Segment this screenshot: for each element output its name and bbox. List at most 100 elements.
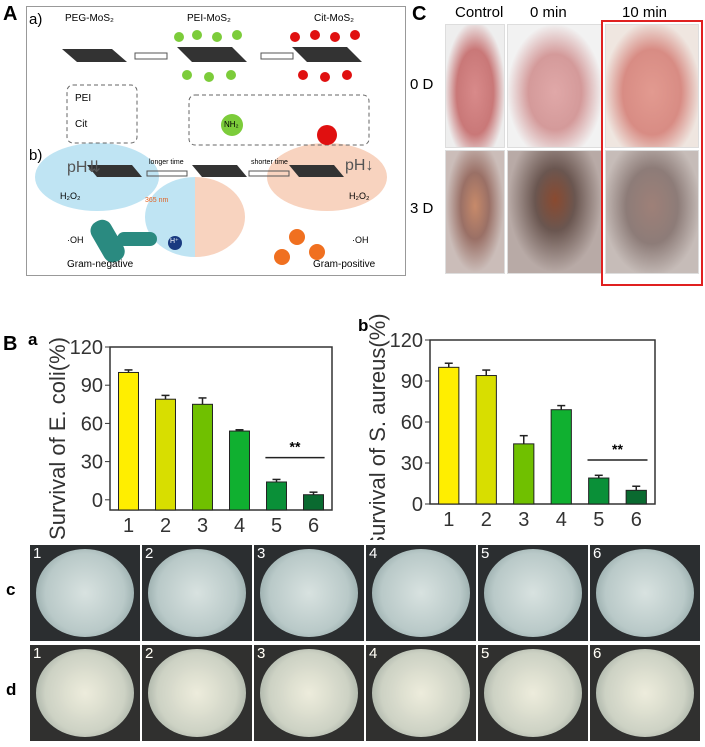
label-gram-negative: Gram-negative bbox=[67, 259, 134, 270]
bar bbox=[513, 443, 535, 505]
plot-frame bbox=[109, 346, 333, 511]
bar bbox=[155, 398, 176, 511]
y-tick-label: 120 bbox=[70, 337, 103, 359]
agar-plate: 3 bbox=[254, 645, 364, 741]
plate-number: 4 bbox=[369, 645, 378, 662]
petri-dish bbox=[596, 649, 694, 737]
y-tick-label: 30 bbox=[81, 452, 103, 474]
bar bbox=[192, 403, 213, 511]
panel-label-A: A bbox=[3, 3, 18, 25]
agar-plate: 1 bbox=[30, 645, 140, 741]
bar bbox=[229, 430, 250, 511]
x-tick-label: 5 bbox=[271, 515, 282, 537]
y-tick-label: 90 bbox=[401, 371, 423, 393]
x-tick-label: 1 bbox=[123, 515, 134, 537]
label-ph-right: pH↓ bbox=[345, 157, 374, 174]
label-h2o2-right: H₂O₂ bbox=[349, 191, 370, 201]
x-tick-label: 3 bbox=[197, 515, 208, 537]
y-tick-label: 90 bbox=[81, 375, 103, 397]
wound-photo-control-0d bbox=[445, 24, 505, 148]
x-tick-label: 2 bbox=[481, 509, 492, 531]
panel-label-a: a bbox=[28, 330, 38, 349]
petri-dish bbox=[148, 549, 246, 637]
sub-label-a: a) bbox=[29, 11, 43, 28]
plate-number: 5 bbox=[481, 545, 490, 562]
x-tick-label: 2 bbox=[160, 515, 171, 537]
label-oh-right: ·OH bbox=[352, 235, 369, 245]
x-tick-label: 3 bbox=[518, 509, 529, 531]
label-shorter-time: shorter time bbox=[251, 159, 288, 166]
col-header-control: Control bbox=[455, 4, 504, 21]
agar-plate: 1 bbox=[30, 545, 140, 641]
petri-dish bbox=[36, 649, 134, 737]
label-oh-left: ·OH bbox=[67, 235, 84, 245]
petri-dish bbox=[596, 549, 694, 637]
x-tick-label: 4 bbox=[234, 515, 245, 537]
plate-number: 3 bbox=[257, 645, 266, 662]
petri-dish bbox=[372, 549, 470, 637]
petri-dish bbox=[148, 649, 246, 737]
col-header-0min: 0 min bbox=[530, 4, 567, 21]
x-tick-label: 5 bbox=[593, 509, 604, 531]
bar bbox=[550, 409, 572, 505]
petri-dish bbox=[484, 649, 582, 737]
wound-photo-0min-3d bbox=[507, 150, 603, 274]
agar-plate: 5 bbox=[478, 645, 588, 741]
y-tick-label: 60 bbox=[401, 412, 423, 434]
bar bbox=[303, 494, 324, 511]
label-nh2: NH₂ bbox=[224, 120, 239, 129]
plate-number: 2 bbox=[145, 645, 154, 662]
y-tick-label: 0 bbox=[412, 494, 423, 516]
legend-pei: PEI bbox=[75, 93, 92, 104]
plate-number: 3 bbox=[257, 545, 266, 562]
label-h2o2-left: H₂O₂ bbox=[60, 191, 81, 201]
agar-plate: 6 bbox=[590, 545, 700, 641]
petri-dish bbox=[372, 649, 470, 737]
wound-photo-control-3d bbox=[445, 150, 505, 274]
panel-label-b: b bbox=[358, 316, 369, 335]
y-axis-label: Survival of S. aureus(%) bbox=[365, 313, 390, 540]
petri-dish bbox=[484, 549, 582, 637]
petri-dish bbox=[260, 649, 358, 737]
y-tick-label: 0 bbox=[92, 490, 103, 512]
bar bbox=[588, 477, 610, 505]
sub-label-b: b) bbox=[29, 147, 43, 164]
plate-number: 6 bbox=[593, 545, 602, 562]
agar-plate: 2 bbox=[142, 645, 252, 741]
legend-cit: Cit bbox=[75, 119, 88, 130]
significance-label: ** bbox=[290, 439, 301, 455]
x-tick-label: 4 bbox=[556, 509, 567, 531]
plot-frame bbox=[429, 339, 656, 505]
bar bbox=[266, 481, 287, 511]
wound-photo-10min-0d bbox=[605, 24, 699, 148]
y-axis-label: Survival of E. coli(%) bbox=[45, 337, 70, 540]
x-tick-label: 6 bbox=[631, 509, 642, 531]
x-tick-label: 6 bbox=[308, 515, 319, 537]
label-peg-mos2: PEG-MoS₂ bbox=[65, 13, 114, 24]
plate-number: 5 bbox=[481, 645, 490, 662]
petri-dish bbox=[260, 549, 358, 637]
label-longer-time: longer time bbox=[149, 159, 184, 166]
wound-photo-10min-3d bbox=[605, 150, 699, 274]
col-header-10min: 10 min bbox=[622, 4, 668, 21]
label-ph-left: pH⇊ bbox=[67, 159, 101, 176]
label-gram-positive: Gram-positive bbox=[313, 259, 376, 270]
panel-label-C: C bbox=[412, 3, 427, 25]
chart-ecoli: 0 30 60 90 120 1 2 3 4 5 6 ** Survival of E. coli(%) bbox=[45, 337, 333, 540]
row-header-0d: 0 D bbox=[410, 76, 434, 93]
plate-number: 6 bbox=[593, 645, 602, 662]
agar-plate: 6 bbox=[590, 645, 700, 741]
panel-label-d: d bbox=[6, 680, 17, 699]
bar bbox=[118, 371, 139, 511]
x-tick-label: 1 bbox=[443, 509, 454, 531]
chart-saureus: 0 30 60 90 120 1 2 3 4 5 6 ** Survival of S. aureus(… bbox=[365, 313, 656, 540]
agar-plate: 2 bbox=[142, 545, 252, 641]
label-cit-mos2: Cit-MoS₂ bbox=[314, 13, 354, 24]
y-tick-label: 30 bbox=[401, 453, 423, 475]
y-tick-label: 120 bbox=[390, 330, 423, 352]
schematic bbox=[35, 30, 387, 265]
agar-plate: 5 bbox=[478, 545, 588, 641]
plate-number: 1 bbox=[33, 545, 42, 562]
plate-number: 4 bbox=[369, 545, 378, 562]
